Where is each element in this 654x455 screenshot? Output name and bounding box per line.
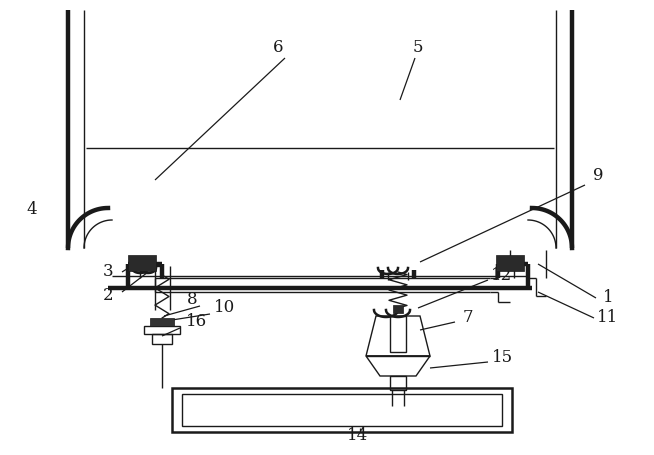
Bar [172, 388, 512, 432]
Bar [182, 394, 502, 426]
Text: 15: 15 [491, 349, 513, 366]
Text: 8: 8 [186, 292, 198, 308]
Bar [128, 255, 156, 271]
Text: 6: 6 [273, 40, 283, 56]
Bar [150, 318, 174, 326]
Bar [496, 255, 524, 271]
Text: 10: 10 [215, 299, 235, 317]
Text: 2: 2 [103, 287, 113, 303]
Text: 4: 4 [27, 202, 37, 218]
Bar [152, 334, 172, 344]
Bar [144, 326, 180, 334]
Text: 1: 1 [603, 289, 613, 307]
Text: 12: 12 [491, 267, 513, 283]
Text: 7: 7 [462, 309, 473, 327]
Text: 9: 9 [593, 167, 603, 183]
Text: 16: 16 [186, 313, 207, 330]
Text: 3: 3 [103, 263, 113, 280]
Text: 11: 11 [597, 309, 619, 327]
Bar [393, 305, 403, 313]
Text: 5: 5 [413, 40, 423, 56]
Text: 14: 14 [347, 426, 369, 444]
Bar [390, 376, 406, 390]
